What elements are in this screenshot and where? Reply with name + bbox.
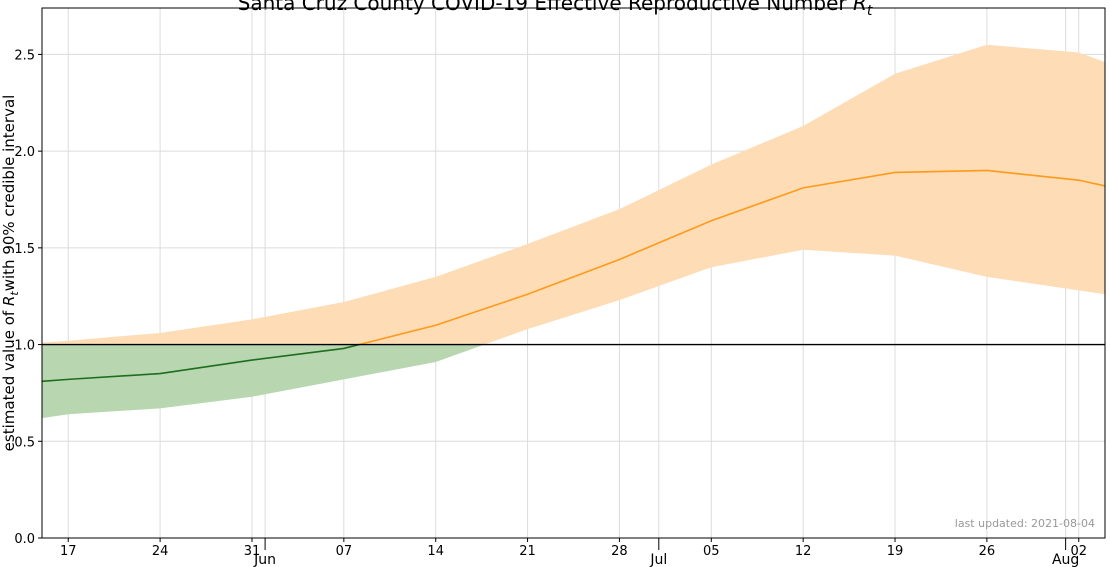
title-subscript: t <box>867 3 873 19</box>
x-tick-label: 26 <box>979 544 996 559</box>
x-tick-label: Aug <box>1052 552 1079 567</box>
y-label-subscript: t <box>8 291 21 296</box>
x-tick-label: 07 <box>336 544 353 559</box>
rt-line <box>355 169 1106 345</box>
y-tick-label: 0.0 <box>14 532 35 547</box>
chart-title: Santa Cruz County COVID-19 Effective Rep… <box>238 0 873 19</box>
x-tick-label: 17 <box>60 544 77 559</box>
x-tick-label: Jun <box>253 552 276 567</box>
x-tick-label: 12 <box>795 544 812 559</box>
credible-band <box>42 344 485 419</box>
x-tick-label: 31 <box>244 544 261 559</box>
y-tick-label: 1.5 <box>14 242 35 257</box>
y-label-symbol: R <box>0 296 18 306</box>
x-tick-label: 14 <box>427 544 444 559</box>
x-tick-label: 02 <box>1070 544 1087 559</box>
x-tick-label: 19 <box>887 544 904 559</box>
y-tick-label: 2.0 <box>14 145 35 160</box>
y-label-end: with 90% credible interval <box>0 95 18 292</box>
x-tick-label: 05 <box>703 544 720 559</box>
credible-band <box>42 44 1105 345</box>
rt-line <box>41 344 363 383</box>
plot-frame <box>41 7 1106 539</box>
x-tick-label: 21 <box>519 544 536 559</box>
x-tick-label: 24 <box>152 544 169 559</box>
annotation: last updated: 2021-08-04 <box>955 517 1095 530</box>
y-tick-label: 2.5 <box>14 48 35 63</box>
y-tick-label: 1.0 <box>14 339 35 354</box>
x-tick-label: 28 <box>611 544 628 559</box>
y-axis-label: estimated value of Rtwith 90% credible i… <box>0 95 21 452</box>
y-label-start: estimated value of <box>0 310 18 451</box>
y-tick-label: 0.5 <box>14 435 35 450</box>
x-tick-label: Jul <box>649 552 667 567</box>
